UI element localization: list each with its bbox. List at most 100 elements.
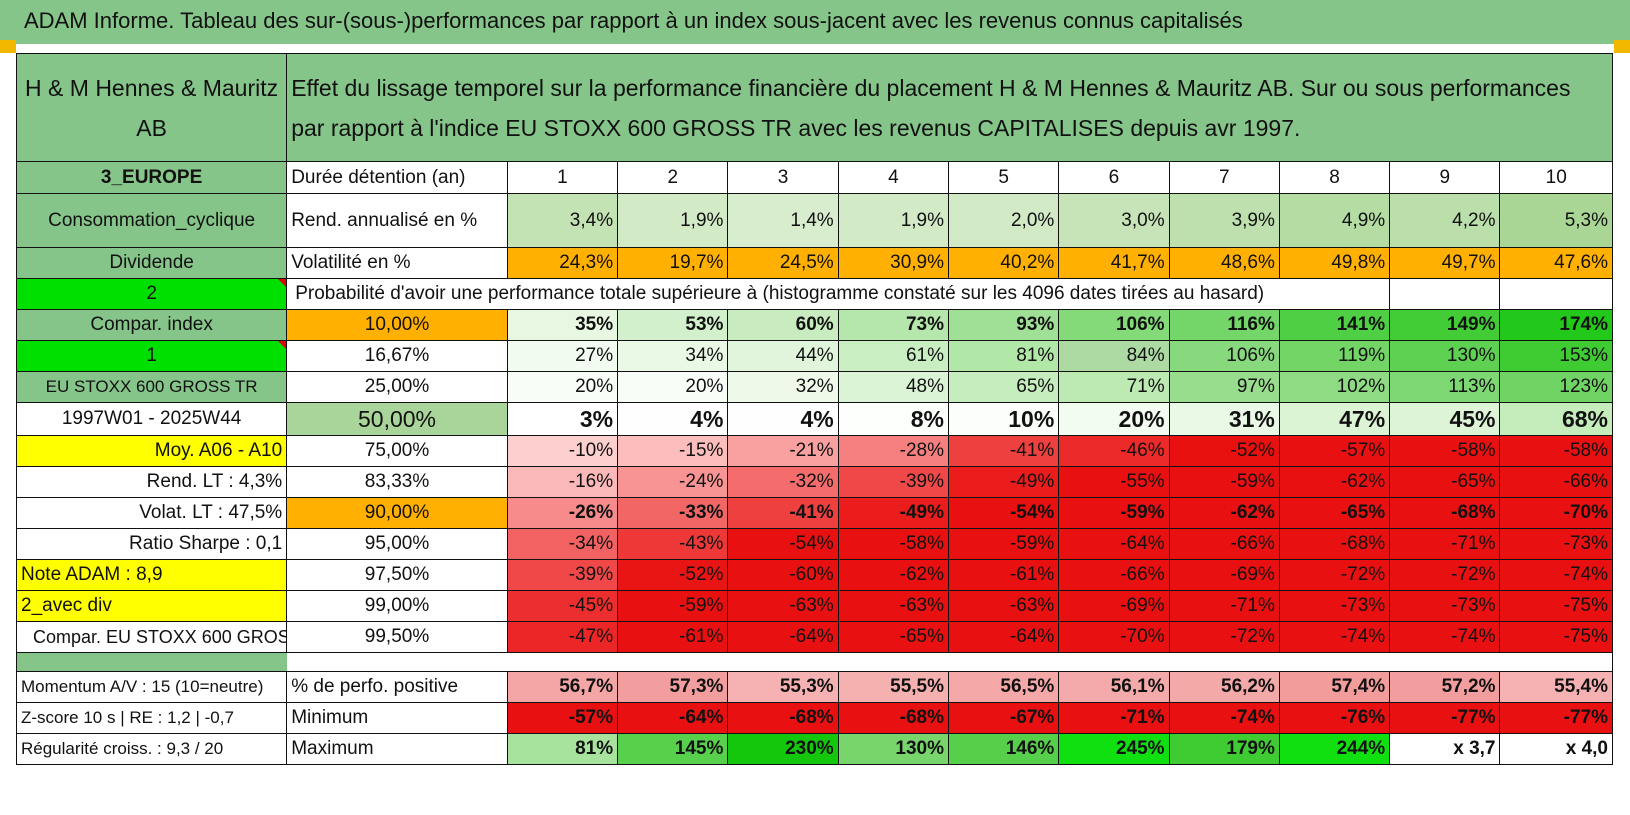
probability-cell: -41% xyxy=(727,497,839,529)
volatility-cell: 30,9% xyxy=(837,247,950,279)
probability-cell: -59% xyxy=(617,590,729,622)
minimum-label: Minimum xyxy=(286,702,508,734)
compar-index-label: Compar. index xyxy=(15,309,288,341)
probability-cell: 102% xyxy=(1278,371,1391,403)
probability-cell: -57% xyxy=(1278,435,1391,467)
rend-cell: 1,9% xyxy=(837,193,950,248)
vol-label: Volatilité en % xyxy=(286,247,508,279)
minimum-cell: -71% xyxy=(1058,702,1170,734)
minimum-cell: -68% xyxy=(727,702,839,734)
positive-cell: 57,3% xyxy=(617,671,729,703)
probability-cell: -70% xyxy=(1499,497,1613,529)
selector-top[interactable]: 2 xyxy=(15,278,288,310)
rend-label: Rend. annualisé en % xyxy=(286,193,508,248)
selector-bottom[interactable]: 1 xyxy=(15,340,288,372)
probability-cell: 32% xyxy=(727,371,839,403)
probability-cell: -49% xyxy=(837,497,950,529)
probability-cell: -68% xyxy=(1389,497,1501,529)
duration-label: Durée détention (an) xyxy=(286,161,508,194)
percentile-label: 99,00% xyxy=(286,590,508,622)
probability-cell: 45% xyxy=(1389,402,1501,436)
probability-cell: -46% xyxy=(1058,435,1170,467)
probability-cell: 4% xyxy=(727,402,839,436)
volatility-cell: 19,7% xyxy=(617,247,729,279)
probability-cell: -59% xyxy=(1168,466,1280,498)
duration-cell: 9 xyxy=(1389,161,1501,194)
percentile-label: 90,00% xyxy=(286,497,508,529)
probability-cell: -58% xyxy=(1499,435,1613,467)
maximum-cell: 244% xyxy=(1278,733,1391,765)
rend-cell: 4,9% xyxy=(1278,193,1391,248)
dividend-label: Dividende xyxy=(15,247,288,279)
corner-marker-right xyxy=(1614,40,1630,53)
zscore-label: Z-score 10 s | RE : 1,2 | -0,7 xyxy=(15,702,288,734)
probability-cell: -64% xyxy=(1058,528,1170,560)
period-label: 1997W01 - 2025W44 xyxy=(15,402,288,436)
probability-cell: -45% xyxy=(506,590,619,622)
note-adam-label: Note ADAM : 8,9 xyxy=(15,559,288,591)
positive-label: % de perfo. positive xyxy=(286,671,508,703)
probability-cell: -62% xyxy=(1168,497,1280,529)
header-description: Effet du lissage temporel sur la perform… xyxy=(286,53,1613,162)
minimum-cell: -57% xyxy=(506,702,619,734)
probability-cell: 93% xyxy=(947,309,1060,341)
volatility-cell: 49,7% xyxy=(1389,247,1501,279)
probability-cell: 34% xyxy=(617,340,729,372)
minimum-cell: -67% xyxy=(947,702,1060,734)
duration-cell: 10 xyxy=(1499,161,1613,194)
rend-lt-label: Rend. LT : 4,3% xyxy=(15,466,288,498)
volatility-cell: 48,6% xyxy=(1168,247,1280,279)
duration-cell: 6 xyxy=(1058,161,1170,194)
probability-cell: -54% xyxy=(947,497,1060,529)
performance-table: H & M Hennes & Mauritz AB Effet du lissa… xyxy=(15,53,1613,765)
index-name-label: EU STOXX 600 GROSS TR xyxy=(15,371,288,403)
probability-cell: -59% xyxy=(947,528,1060,560)
probability-cell: 153% xyxy=(1499,340,1613,372)
maximum-cell: 146% xyxy=(947,733,1060,765)
report-title: ADAM Informe. Tableau des sur-(sous-)per… xyxy=(24,8,1243,33)
probability-cell: -15% xyxy=(617,435,729,467)
probability-cell: -64% xyxy=(727,621,839,653)
probability-cell: -73% xyxy=(1499,528,1613,560)
minimum-cell: -76% xyxy=(1278,702,1391,734)
probability-cell: -65% xyxy=(837,621,950,653)
maximum-cell: 81% xyxy=(506,733,619,765)
maximum-label: Maximum xyxy=(286,733,508,765)
probability-cell: -33% xyxy=(617,497,729,529)
rend-cell: 1,9% xyxy=(617,193,729,248)
probability-cell: -47% xyxy=(506,621,619,653)
probability-cell: -28% xyxy=(837,435,950,467)
momentum-label: Momentum A/V : 15 (10=neutre) xyxy=(15,671,288,703)
probability-cell: -75% xyxy=(1499,590,1613,622)
probability-cell: -61% xyxy=(947,559,1060,591)
probability-cell: 44% xyxy=(727,340,839,372)
positive-cell: 55,4% xyxy=(1499,671,1613,703)
probability-cell: 68% xyxy=(1499,402,1613,436)
duration-cell: 7 xyxy=(1168,161,1280,194)
minimum-cell: -74% xyxy=(1168,702,1280,734)
title-bar: ADAM Informe. Tableau des sur-(sous-)per… xyxy=(0,0,1630,45)
duration-cell: 5 xyxy=(947,161,1060,194)
probability-cell: -16% xyxy=(506,466,619,498)
probability-cell: 31% xyxy=(1168,402,1280,436)
rend-cell: 2,0% xyxy=(947,193,1060,248)
probability-cell: -59% xyxy=(1058,497,1170,529)
probability-cell: 73% xyxy=(837,309,950,341)
compar-full-label: Compar. EU STOXX 600 GROSS TR xyxy=(15,621,288,653)
maximum-cell: x 4,0 xyxy=(1499,733,1613,765)
probability-cell: 20% xyxy=(1058,402,1170,436)
rend-cell: 5,3% xyxy=(1499,193,1613,248)
probability-cell: -74% xyxy=(1499,559,1613,591)
positive-cell: 56,7% xyxy=(506,671,619,703)
probability-cell: 141% xyxy=(1278,309,1391,341)
probability-cell: -66% xyxy=(1168,528,1280,560)
probability-cell: -64% xyxy=(947,621,1060,653)
probability-cell: -74% xyxy=(1278,621,1391,653)
probability-cell: -10% xyxy=(506,435,619,467)
spacer-cell xyxy=(286,652,1613,672)
probability-cell: 130% xyxy=(1389,340,1501,372)
rend-cell: 3,0% xyxy=(1058,193,1170,248)
probability-cell: 106% xyxy=(1058,309,1170,341)
percentile-label: 25,00% xyxy=(286,371,508,403)
probability-cell: -68% xyxy=(1278,528,1391,560)
